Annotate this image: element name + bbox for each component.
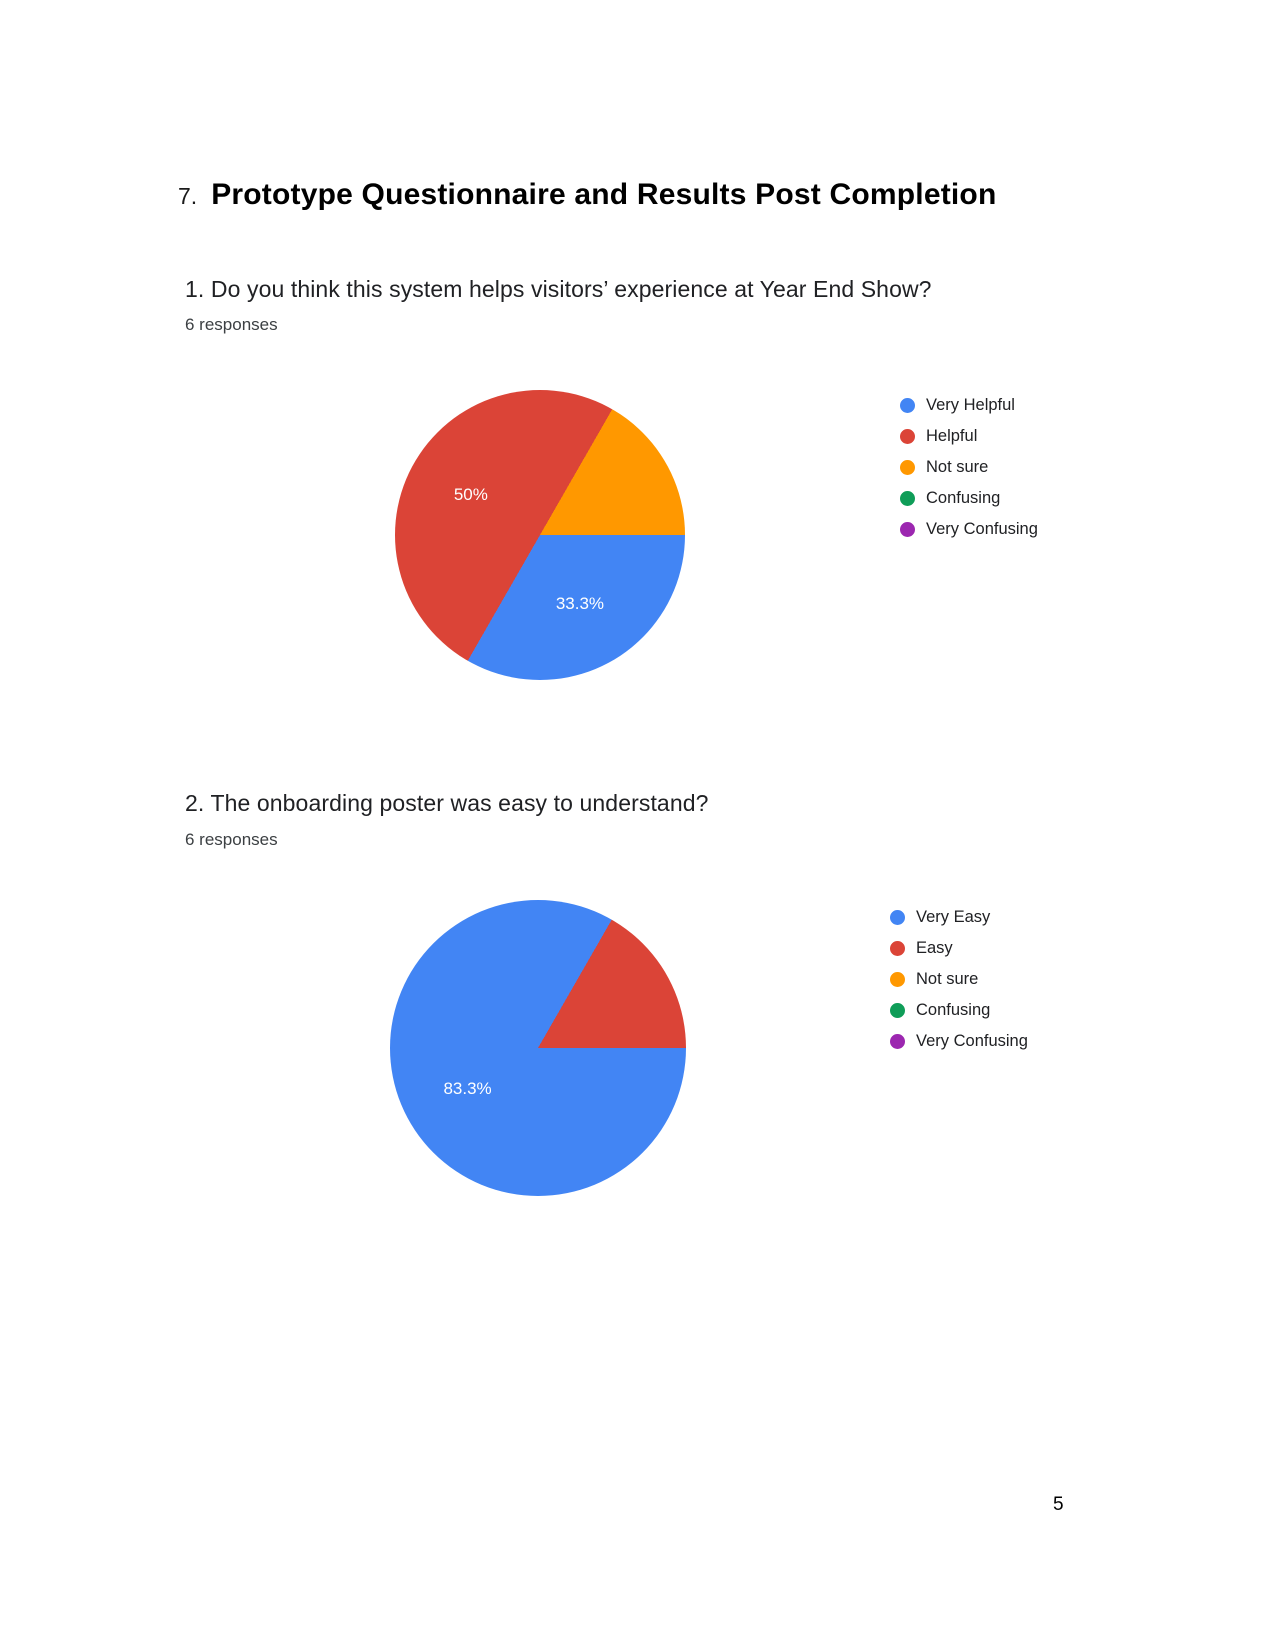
legend-label: Helpful [926,427,978,445]
pie-chart-2: 83.3% [390,900,686,1196]
legend-color-dot [900,429,915,444]
legend-color-dot [890,1003,905,1018]
legend-label: Very Confusing [926,520,1038,538]
legend-color-dot [890,910,905,925]
section-title: Prototype Questionnaire and Results Post… [211,178,997,211]
legend-label: Very Helpful [926,396,1015,414]
legend-color-dot [900,460,915,475]
legend-label: Confusing [926,489,1001,507]
legend-item: Very Easy [890,902,1028,933]
legend-item: Confusing [900,483,1038,514]
legend-item: Very Helpful [900,390,1038,421]
legend-label: Very Easy [916,908,991,926]
legend-color-dot [900,398,915,413]
question-1-title: 1. Do you think this system helps visito… [185,276,932,302]
legend-label: Confusing [916,1001,991,1019]
pie-slice-label: 33.3% [555,594,605,614]
legend-color-dot [900,522,915,537]
pie-chart-1: 33.3% 50% [395,390,685,680]
pie-slice-label: 83.3% [443,1078,492,1098]
legend-item: Very Confusing [900,514,1038,545]
question-2-title: 2. The onboarding poster was easy to und… [185,790,709,816]
legend-color-dot [900,491,915,506]
legend-label: Very Confusing [916,1032,1028,1050]
legend-item: Easy [890,933,1028,964]
legend-item: Confusing [890,995,1028,1026]
section-number: 7. [178,183,198,209]
legend-color-dot [890,1034,905,1049]
pie-chart-1-legend: Very Helpful Helpful Not sure Confusing Very… [900,390,1038,545]
question-2-response-count: 6 responses [185,830,278,849]
pie-chart-2-legend: Very Easy Easy Not sure Confusing Very Confu… [890,902,1028,1057]
section-heading: 7. Prototype Questionnaire and Results P… [178,178,996,212]
pie-slice-label: 50% [453,485,488,505]
legend-label: Easy [916,939,953,957]
question-1-response-count: 6 responses [185,315,278,334]
legend-item: Not sure [890,964,1028,995]
legend-label: Not sure [916,970,979,988]
page-number: 5 [1053,1494,1064,1515]
legend-item: Helpful [900,421,1038,452]
legend-label: Not sure [926,458,989,476]
legend-item: Very Confusing [890,1026,1028,1057]
legend-color-dot [890,972,905,987]
legend-color-dot [890,941,905,956]
legend-item: Not sure [900,452,1038,483]
